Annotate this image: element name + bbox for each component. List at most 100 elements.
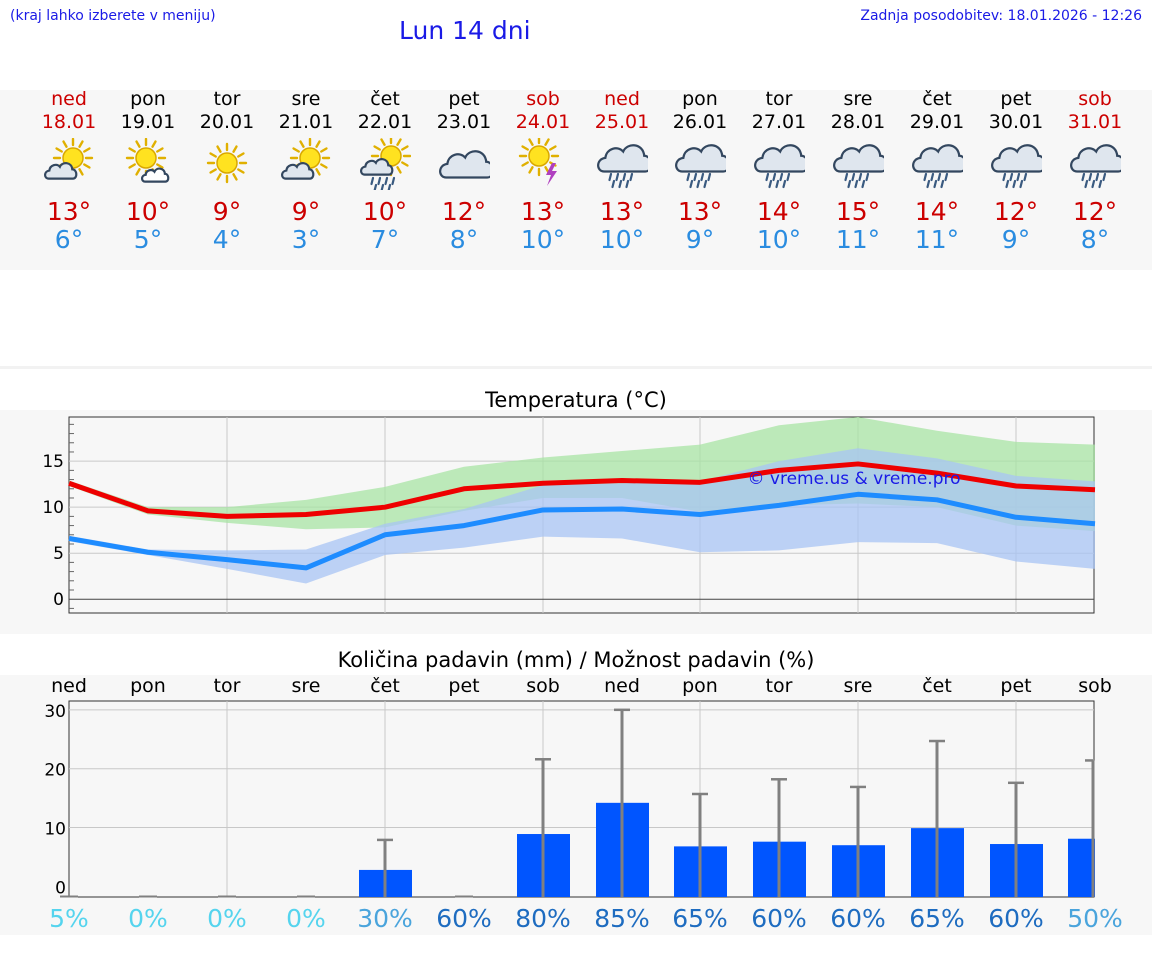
rain-drop	[629, 172, 634, 182]
min-temp-line	[68, 491, 1096, 571]
rain-drop	[686, 172, 691, 182]
precip-probability: 80%	[515, 904, 571, 933]
rain-drop	[772, 172, 777, 182]
rain-drop	[700, 172, 705, 182]
cloud-body	[280, 162, 315, 180]
category-label: sob	[1078, 675, 1112, 697]
rain-drop	[768, 179, 773, 189]
temp-max: 9°	[212, 197, 242, 226]
temp-min: 3°	[291, 225, 321, 254]
temperature-chart: 0 5 10 15 © vreme.us & vreme.pro	[42, 416, 1096, 614]
cloud-shape	[359, 158, 394, 176]
rain-drops	[844, 172, 870, 189]
temp-min: 8°	[1080, 225, 1110, 254]
day-date: 23.01	[436, 111, 492, 133]
separator	[0, 366, 1152, 369]
rain-drop	[1016, 172, 1021, 182]
sun-ray	[232, 145, 238, 153]
rain-drop	[861, 179, 866, 189]
rain-drop	[1005, 179, 1010, 189]
rain-drop	[930, 172, 935, 182]
rain-drop	[1019, 179, 1024, 189]
sun-ray	[292, 147, 300, 153]
day-name: sob	[1078, 88, 1112, 110]
sun-ray	[232, 173, 238, 181]
day-date: 29.01	[909, 111, 965, 133]
rain-drop	[786, 172, 791, 182]
sun-ray	[401, 161, 409, 167]
sun-ray	[373, 145, 381, 151]
y-tick-label: 10	[42, 498, 64, 518]
cloud-body	[43, 162, 78, 180]
rain-drop	[377, 176, 382, 186]
cloud-shape	[675, 144, 726, 173]
rain-drop	[707, 172, 712, 182]
cloud-body	[991, 144, 1042, 173]
rain-drop	[782, 179, 787, 189]
sun-ray	[135, 168, 141, 176]
cloud-rain-icon	[675, 144, 726, 189]
rain-drop	[926, 179, 931, 189]
sun-ray	[521, 161, 529, 167]
category-label: čet	[370, 675, 400, 697]
y-tick-label: 0	[53, 590, 64, 610]
cloud-shape	[43, 162, 78, 180]
sun-cloud-icon	[280, 138, 331, 180]
sun-ray	[528, 166, 534, 174]
rain-drop	[1098, 179, 1103, 189]
day-date: 31.01	[1067, 111, 1123, 133]
rain-drop	[608, 172, 613, 182]
location-menu-hint: (kraj lahko izberete v meniju)	[10, 8, 216, 24]
y-tick-label: 20	[44, 761, 66, 781]
sun-ray	[237, 168, 245, 174]
rain-drops	[1002, 172, 1028, 189]
rain-drops	[1081, 172, 1107, 189]
sun-cloud-icon	[43, 138, 94, 180]
day-name: tor	[213, 88, 241, 110]
sun-ray	[151, 140, 157, 148]
temp-min: 11°	[835, 225, 881, 254]
cloud-body	[140, 167, 170, 183]
day-name: čet	[370, 88, 400, 110]
sun-ray	[396, 138, 402, 146]
temp-max: 13°	[46, 197, 92, 226]
temp-max: 13°	[677, 197, 723, 226]
sun-ray	[528, 138, 534, 146]
sun-ray	[396, 166, 402, 174]
rain-drop	[618, 179, 623, 189]
cloud-body	[359, 158, 394, 176]
day-date: 30.01	[988, 111, 1044, 133]
sun-icon	[206, 142, 248, 184]
y-tick-label: 30	[44, 702, 66, 722]
rain-drops	[608, 172, 634, 189]
temp-max: 15°	[835, 197, 881, 226]
sun-ray	[549, 145, 557, 151]
day-name: tor	[765, 88, 793, 110]
rain-drops	[923, 172, 949, 189]
precip-probability: 65%	[672, 904, 728, 933]
rain-drop	[1095, 172, 1100, 182]
cloud-shape	[597, 144, 648, 173]
day-name: pet	[448, 88, 480, 110]
cloud-body	[675, 144, 726, 173]
sun-disc	[528, 145, 550, 167]
cloud-shape	[754, 144, 805, 173]
precip-probability: 60%	[830, 904, 886, 933]
day-date: 20.01	[199, 111, 255, 133]
day-name: ned	[51, 88, 87, 110]
precip-probability: 60%	[751, 904, 807, 933]
cloud-rain-icon	[991, 144, 1042, 189]
rain-drop	[944, 172, 949, 182]
y-tick-label: 0	[55, 878, 66, 898]
precip-probability: 50%	[1067, 904, 1123, 933]
y-tick-label: 15	[42, 452, 64, 472]
lightning-bolt	[546, 163, 557, 186]
rain-drop	[615, 172, 620, 182]
category-label: pet	[448, 675, 479, 697]
category-label: sre	[292, 675, 321, 697]
cloud-body	[754, 144, 805, 173]
sun-ray	[216, 173, 222, 181]
watermark: © vreme.us & vreme.pro	[747, 469, 960, 489]
sun-ray	[83, 147, 91, 153]
rain-drop	[937, 172, 942, 182]
